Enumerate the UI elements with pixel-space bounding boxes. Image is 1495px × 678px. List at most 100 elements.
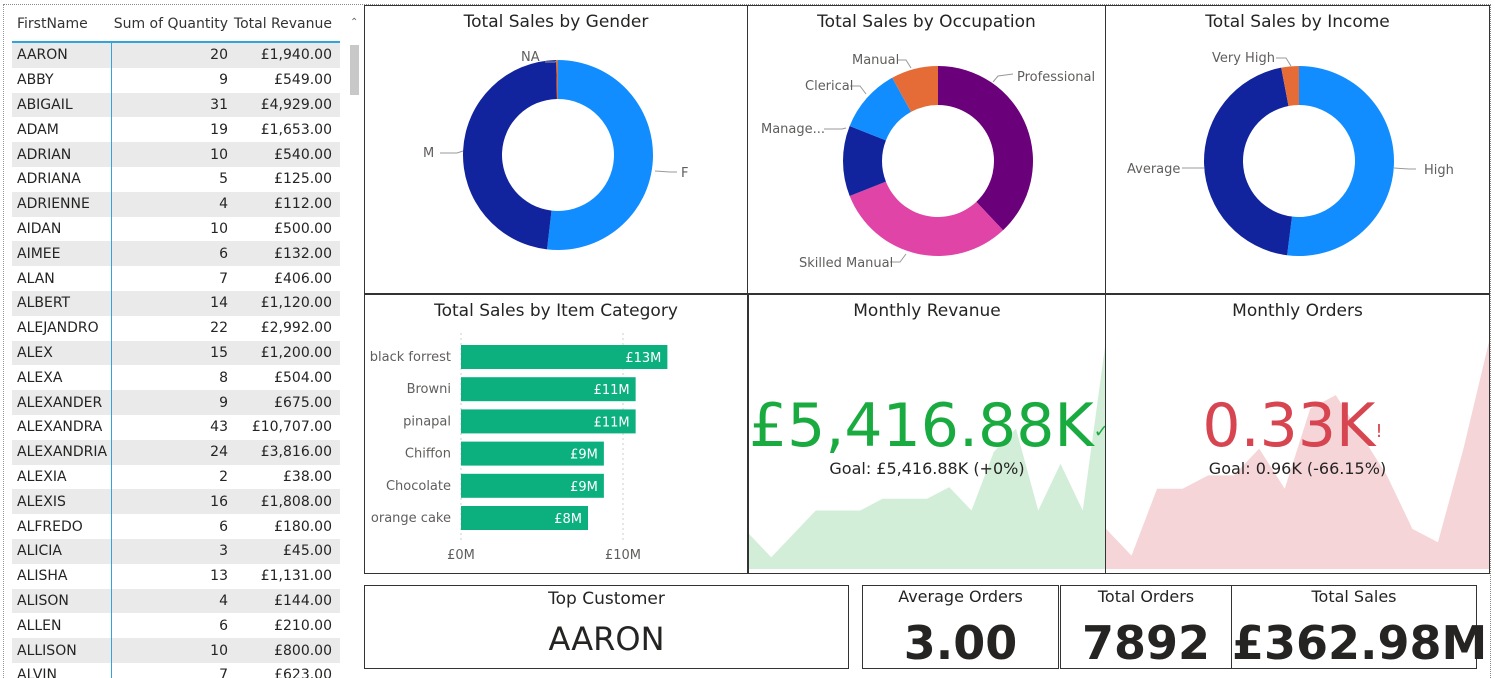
monthly-orders-value-text: 0.33K bbox=[1202, 391, 1376, 461]
gender-m-slice[interactable] bbox=[462, 60, 557, 250]
occ-professional-slice[interactable] bbox=[938, 66, 1033, 231]
category-bar-panel[interactable]: Total Sales by Item Category black forre… bbox=[364, 294, 748, 574]
table-row[interactable]: ALBERT 14 £1,120.00 bbox=[12, 290, 340, 316]
table-row[interactable]: AARON 20 £1,940.00 bbox=[12, 43, 340, 68]
gender-f-slice[interactable] bbox=[547, 60, 653, 250]
cell-firstname: ALEXIA bbox=[12, 464, 112, 490]
table-row[interactable]: ALEXANDRIA 24 £3,816.00 bbox=[12, 439, 340, 465]
income-high-slice[interactable] bbox=[1287, 66, 1394, 256]
monthly-orders-kpi[interactable]: Monthly Orders 0.33K! Goal: 0.96K (-66.1… bbox=[1105, 294, 1490, 574]
table-row[interactable]: ALEXANDRA 43 £10,707.00 bbox=[12, 414, 340, 440]
occ-management-slice[interactable] bbox=[843, 126, 886, 196]
table-row[interactable]: ALICIA 3 £45.00 bbox=[12, 538, 340, 564]
col-header-firstname[interactable]: FirstName bbox=[17, 16, 88, 32]
table-row[interactable]: ALEXIA 2 £38.00 bbox=[12, 464, 340, 490]
table-row[interactable]: ALISHA 13 £1,131.00 bbox=[12, 563, 340, 589]
table-row[interactable]: ALLEN 6 £210.00 bbox=[12, 613, 340, 639]
table-row[interactable]: ALEJANDRO 22 £2,992.00 bbox=[12, 315, 340, 341]
table-row[interactable]: ALISON 4 £144.00 bbox=[12, 588, 340, 614]
occ-skilled-manual-slice[interactable] bbox=[849, 181, 1004, 256]
average-orders-card[interactable]: Average Orders 3.00 bbox=[862, 585, 1059, 670]
cell-firstname: ABIGAIL bbox=[12, 92, 112, 118]
cell-quantity: 9 bbox=[219, 394, 228, 411]
leader-line bbox=[890, 253, 907, 263]
cell-quantity: 6 bbox=[219, 245, 228, 262]
legend-label-m: M bbox=[423, 146, 435, 161]
monthly-revenue-kpi[interactable]: Monthly Revanue £5,416.88K✓ Goal: £5,416… bbox=[748, 294, 1109, 574]
table-row[interactable]: ADAM 19 £1,653.00 bbox=[12, 117, 340, 143]
x-tick-label: £10M bbox=[605, 548, 641, 563]
cell-quantity: 20 bbox=[210, 47, 228, 64]
cell-quantity: 15 bbox=[210, 344, 228, 361]
table-row[interactable]: AIMEE 6 £132.00 bbox=[12, 241, 340, 267]
table-row[interactable]: AIDAN 10 £500.00 bbox=[12, 216, 340, 242]
table-row[interactable]: ADRIANA 5 £125.00 bbox=[12, 166, 340, 192]
x-tick-label: £0M bbox=[447, 548, 475, 563]
leader-line bbox=[824, 127, 847, 130]
category-bar[interactable] bbox=[461, 377, 636, 402]
category-bar-chart[interactable]: black forrest £13M Browni £11M pinapal £11M Ch… bbox=[365, 295, 749, 575]
cell-firstname: ADRIANA bbox=[12, 166, 112, 192]
table-row[interactable]: ALEXIS 16 £1,808.00 bbox=[12, 489, 340, 515]
table-scrollbar[interactable]: ⌃ bbox=[348, 9, 360, 678]
cell-revenue: £1,200.00 bbox=[260, 344, 332, 361]
occupation-chart-title: Total Sales by Occupation bbox=[817, 12, 1036, 32]
occ-clerical-slice[interactable] bbox=[849, 77, 912, 141]
cell-firstname: ALEXANDER bbox=[12, 390, 112, 415]
cell-quantity: 4 bbox=[219, 196, 228, 213]
top-customer-card[interactable]: Top Customer AARON bbox=[364, 585, 849, 669]
table-row[interactable]: ALLISON 10 £800.00 bbox=[12, 638, 340, 663]
table-row[interactable]: ALEX 15 £1,200.00 bbox=[12, 340, 340, 366]
category-bar[interactable] bbox=[461, 409, 636, 434]
table-row[interactable]: ALAN 7 £406.00 bbox=[12, 266, 340, 291]
occupation-donut-chart[interactable] bbox=[748, 6, 1107, 295]
table-row[interactable]: ADRIAN 10 £540.00 bbox=[12, 142, 340, 167]
category-bar[interactable] bbox=[461, 345, 668, 369]
occupation-donut-panel[interactable]: Total Sales by Occupation Manual Clerica… bbox=[747, 5, 1106, 294]
total-sales-label: Total Sales bbox=[1311, 587, 1397, 606]
gender-na-slice[interactable] bbox=[556, 60, 558, 100]
cell-quantity: 10 bbox=[210, 220, 228, 237]
total-orders-card[interactable]: Total Orders 7892 bbox=[1060, 585, 1232, 670]
cell-quantity: 43 bbox=[210, 419, 228, 436]
table-row[interactable]: ALEXA 8 £504.00 bbox=[12, 365, 340, 391]
cell-firstname: ALEX bbox=[12, 340, 112, 366]
monthly-orders-value: 0.33K! bbox=[1106, 391, 1489, 461]
total-sales-card[interactable]: Total Sales £362.98M bbox=[1231, 585, 1488, 670]
leader-line bbox=[440, 150, 464, 154]
table-row[interactable]: ALFREDO 6 £180.00 bbox=[12, 514, 340, 539]
customer-table[interactable]: FirstName Sum of Quantity Total Revanue … bbox=[3, 4, 363, 678]
col-header-revenue[interactable]: Total Revanue bbox=[233, 16, 332, 32]
income-donut-chart[interactable] bbox=[1106, 6, 1491, 295]
table-row[interactable]: ABIGAIL 31 £4,929.00 bbox=[12, 92, 340, 118]
top-customer-value: AARON bbox=[548, 620, 665, 658]
monthly-revenue-value: £5,416.88K✓ bbox=[749, 391, 1109, 461]
gender-donut-panel[interactable]: Total Sales by Gender NA M F bbox=[364, 5, 748, 294]
category-bar[interactable] bbox=[461, 506, 589, 530]
total-sales-value: £362.98M bbox=[1232, 616, 1488, 670]
cell-firstname: ALLEN bbox=[12, 613, 112, 639]
income-average-slice[interactable] bbox=[1204, 67, 1292, 256]
table-row[interactable]: ALEXANDER 9 £675.00 bbox=[12, 390, 340, 415]
bar-data-label: £11M bbox=[594, 383, 630, 398]
gender-chart-title: Total Sales by Gender bbox=[463, 12, 649, 32]
cell-firstname: ADAM bbox=[12, 117, 112, 143]
scroll-up-icon[interactable]: ⌃ bbox=[350, 17, 359, 28]
table-row[interactable]: ADRIENNE 4 £112.00 bbox=[12, 191, 340, 217]
category-bar[interactable] bbox=[461, 441, 604, 466]
table-row[interactable]: ALVIN 7 £623.00 bbox=[12, 662, 340, 678]
income-chart-title: Total Sales by Income bbox=[1205, 12, 1390, 32]
category-bar[interactable] bbox=[461, 473, 604, 498]
cell-firstname: AIDAN bbox=[12, 216, 112, 242]
table-row[interactable]: ABBY 9 £549.00 bbox=[12, 67, 340, 93]
total-orders-value: 7892 bbox=[1081, 616, 1211, 670]
legend-label-professional: Professional bbox=[1017, 70, 1096, 85]
income-very-high-slice[interactable] bbox=[1281, 66, 1299, 106]
cell-firstname: ALLISON bbox=[12, 638, 112, 663]
cell-revenue: £406.00 bbox=[274, 270, 332, 287]
occ-manual-slice[interactable] bbox=[892, 66, 938, 112]
gender-donut-chart[interactable] bbox=[365, 6, 749, 295]
scrollbar-thumb[interactable] bbox=[350, 45, 359, 95]
col-header-quantity[interactable]: Sum of Quantity bbox=[113, 16, 228, 32]
income-donut-panel[interactable]: Total Sales by Income Very High Average … bbox=[1105, 5, 1490, 294]
